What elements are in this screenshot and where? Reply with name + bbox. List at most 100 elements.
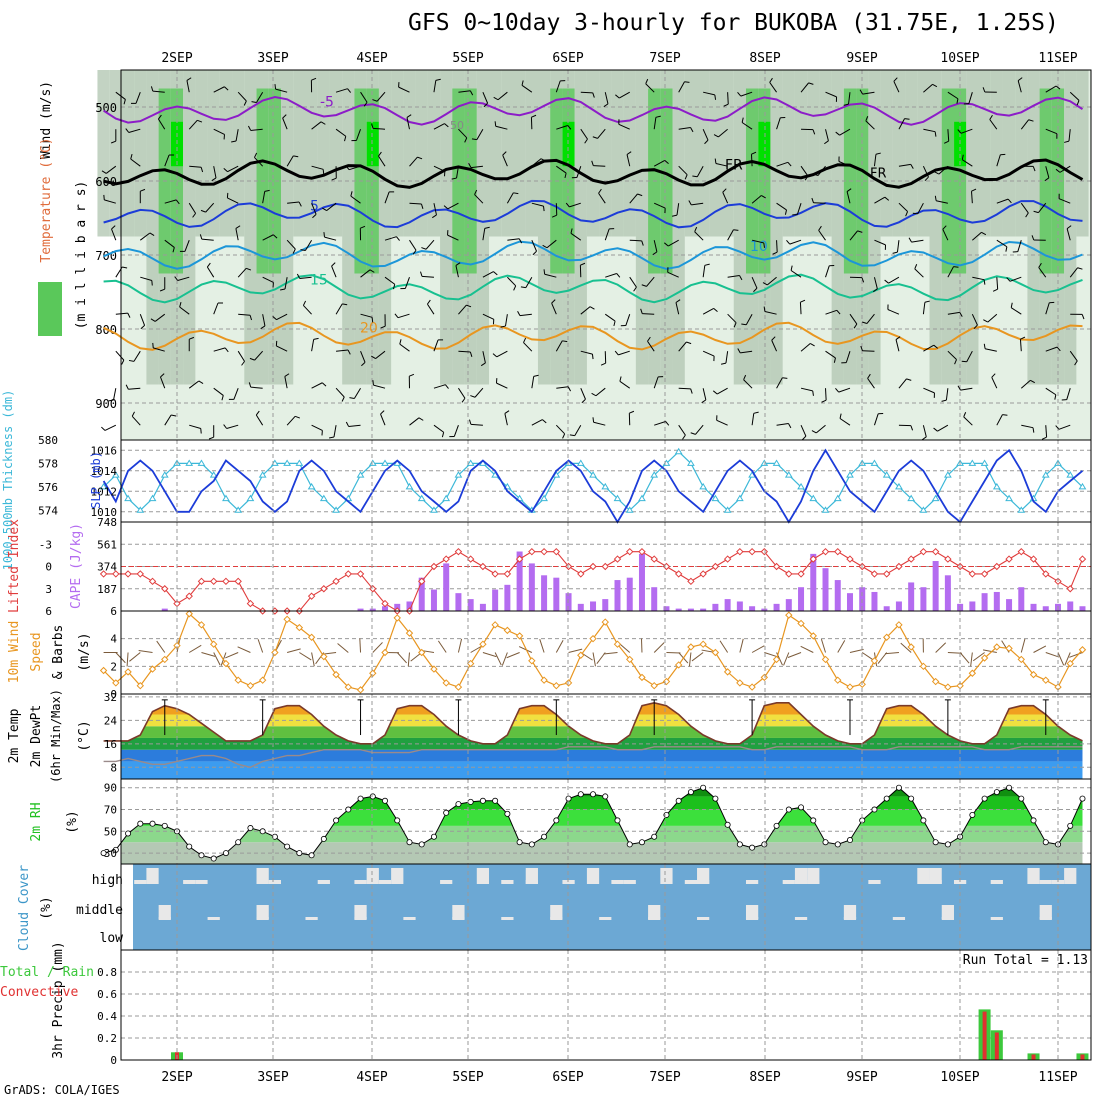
lifted-index-line-marker xyxy=(1042,570,1050,578)
thickness-line-marker xyxy=(368,459,377,466)
rh-shade xyxy=(525,70,538,237)
wind-speed-line-marker xyxy=(662,677,671,686)
thickness-line-marker xyxy=(540,494,548,502)
wind-barb xyxy=(373,127,386,130)
wind-speed-line-marker xyxy=(687,643,695,651)
wind-barb-tick xyxy=(1064,140,1070,143)
wind-barb xyxy=(866,313,875,324)
wind-barb-10m xyxy=(237,646,251,653)
wind-barb-tick xyxy=(983,279,986,285)
wind-barb xyxy=(531,419,543,426)
rh-shade xyxy=(146,70,159,385)
wind-barb-tick xyxy=(542,244,548,249)
wind-barb xyxy=(333,425,337,438)
slp-tick-label: 1012 xyxy=(91,485,118,498)
wind-barb xyxy=(556,125,568,130)
lifted-index-line-marker xyxy=(454,547,463,556)
wind-barb-tick xyxy=(910,425,914,431)
wind-barb-tick xyxy=(211,177,217,182)
rh-line-marker xyxy=(455,801,462,808)
wind-barb-tick xyxy=(1044,177,1050,182)
cape-bar xyxy=(846,593,853,611)
wind-barb-tick xyxy=(284,373,290,377)
thickness-line-marker xyxy=(381,459,389,466)
precip-conv-bar xyxy=(1080,1054,1085,1060)
wind-barb xyxy=(595,387,606,397)
slp-tick-label: 1014 xyxy=(91,465,118,478)
wind-speed-line-marker xyxy=(870,657,879,665)
wind-barb xyxy=(888,276,900,284)
cape-bar xyxy=(590,601,597,611)
wind-barb-tick xyxy=(189,336,195,340)
wind-barb xyxy=(825,309,838,315)
cloud-bar-high xyxy=(391,868,404,884)
wind-barb xyxy=(213,166,217,179)
wind-barb xyxy=(164,199,177,204)
wind-barb xyxy=(1045,425,1048,438)
wind-barb xyxy=(764,311,777,315)
rh-shade xyxy=(733,70,746,385)
wind-barb xyxy=(678,81,685,93)
wind-barb xyxy=(153,347,165,352)
wind-barb-tick xyxy=(603,103,609,108)
thickness-line-marker xyxy=(99,482,108,490)
lifted-index-line-marker xyxy=(650,555,658,563)
cape-bar xyxy=(528,563,535,611)
cloud-bar-high xyxy=(476,868,490,884)
wind-barb xyxy=(667,239,679,247)
wind-speed-line-marker xyxy=(834,676,842,684)
wind-barb-tick xyxy=(908,237,912,243)
wind-barb xyxy=(654,202,666,209)
wind-barb xyxy=(570,232,582,241)
wind-barb xyxy=(605,273,617,278)
thickness-line-marker xyxy=(870,459,879,466)
temperature-contour-label: 15 xyxy=(310,272,328,288)
cape-tick-label: 748 xyxy=(97,516,117,529)
wind-barb xyxy=(740,350,753,354)
wind-speed-line-marker xyxy=(1017,655,1025,664)
cape-bar xyxy=(798,587,805,611)
thickness-line-marker xyxy=(735,494,744,502)
wind-barb xyxy=(152,90,165,93)
wind-barb xyxy=(923,128,936,133)
wind-barb-tick xyxy=(300,249,306,251)
wind-barb-tick xyxy=(251,101,257,103)
wind-barb xyxy=(647,340,655,352)
cape-tick-label: 561 xyxy=(97,538,117,551)
thickness-line-marker xyxy=(821,506,830,513)
temperature-tick-label: 8 xyxy=(110,761,117,774)
wind-barb-tick xyxy=(713,307,718,312)
cloud-bar-middle xyxy=(354,905,367,919)
wind-speed-line-marker xyxy=(993,643,1001,651)
wind-barb-10m xyxy=(618,642,631,653)
wind-barb xyxy=(135,92,141,104)
rh-shade xyxy=(489,70,502,237)
cloud-level-label: low xyxy=(100,931,124,946)
wind-barb xyxy=(1066,388,1071,400)
wind-barb-tick xyxy=(518,238,523,244)
wind-barb-10m xyxy=(1064,652,1071,666)
temperature-band xyxy=(121,737,1083,750)
rh-shade-dark xyxy=(758,121,771,167)
cape-bar xyxy=(1042,606,1049,611)
wind-barb-tick xyxy=(341,396,345,402)
wind-barb xyxy=(838,161,851,167)
lifted-index-line-marker xyxy=(124,570,132,578)
wind-barb xyxy=(874,239,886,246)
cape-bar xyxy=(981,593,988,611)
wind-barb-tick xyxy=(255,410,260,416)
date-label-bottom: 4SEP xyxy=(356,1070,387,1085)
wind-barb xyxy=(235,129,239,142)
wind-speed-line-marker xyxy=(442,679,450,687)
wind-barb xyxy=(1021,424,1034,429)
lifted-index-line-marker xyxy=(564,562,573,571)
wind-barb-tick xyxy=(469,351,473,357)
wind-barb-tick xyxy=(591,354,594,360)
wind-tick-label: 2 xyxy=(110,660,117,673)
cape-bar xyxy=(382,606,389,611)
wind-barb-tick xyxy=(392,284,396,290)
thickness-line-marker xyxy=(589,471,597,478)
wind-speed-line-marker xyxy=(980,654,989,662)
thickness-line-marker xyxy=(222,494,230,502)
wind-barb-tick xyxy=(953,266,959,268)
